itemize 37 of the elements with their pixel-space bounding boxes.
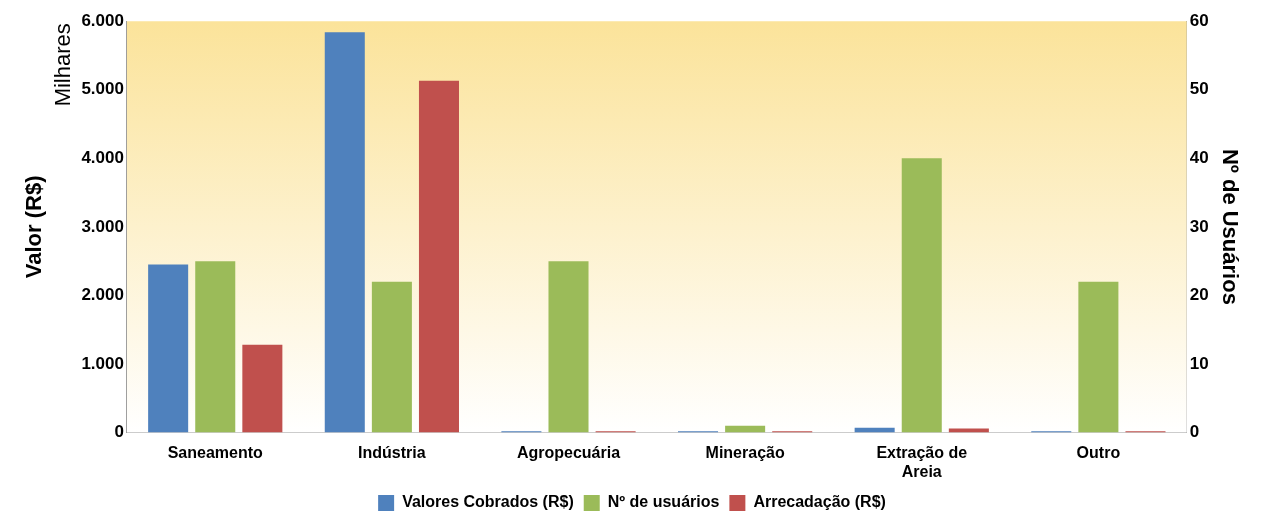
bar bbox=[418, 80, 459, 433]
y-tick-label: 1.000 bbox=[81, 353, 124, 373]
y2-tick-label: 40 bbox=[1189, 148, 1209, 168]
bar bbox=[148, 264, 189, 433]
y-tick-label: 3.000 bbox=[81, 216, 124, 236]
bar bbox=[1078, 281, 1119, 433]
y2-tick-label: 10 bbox=[1189, 353, 1209, 373]
x-tick-label: Saneamento bbox=[167, 443, 264, 461]
category-label: Areia bbox=[901, 462, 942, 480]
x-tick-label: Outro bbox=[1076, 443, 1121, 461]
bar bbox=[195, 261, 236, 433]
legend-label: Nº de usuários bbox=[607, 493, 720, 511]
y2-tick-label: 50 bbox=[1189, 79, 1209, 99]
bar bbox=[901, 158, 942, 433]
y-tick-label: 0 bbox=[114, 422, 124, 442]
category-label: Extração de bbox=[876, 443, 968, 461]
x-tick-label: Mineração bbox=[705, 443, 785, 461]
bar bbox=[324, 32, 365, 433]
x-tick-label: Agropecuária bbox=[516, 443, 621, 461]
bar bbox=[948, 428, 989, 433]
x-tick-label: Indústria bbox=[358, 443, 426, 461]
y-tick-label: 2.000 bbox=[81, 285, 124, 305]
y-tick-label: 6.000 bbox=[81, 10, 124, 30]
y-axis-title: Valor (R$) bbox=[21, 175, 47, 279]
y2-tick-label: 0 bbox=[1189, 422, 1200, 442]
legend-label: Valores Cobrados (R$) bbox=[402, 493, 574, 511]
bar bbox=[242, 344, 283, 433]
y-tick-label: 4.000 bbox=[81, 148, 124, 168]
text: Milhares bbox=[50, 23, 76, 107]
bar bbox=[548, 261, 589, 433]
legend-label: Arrecadação (R$) bbox=[753, 493, 886, 511]
y2-axis-title: Nº de Usuários bbox=[1217, 148, 1243, 305]
y-tick-label: 5.000 bbox=[81, 79, 124, 99]
y2-tick-label: 60 bbox=[1189, 10, 1209, 30]
y2-tick-label: 30 bbox=[1189, 216, 1209, 236]
y2-tick-label: 20 bbox=[1189, 285, 1209, 305]
bar bbox=[371, 281, 412, 433]
